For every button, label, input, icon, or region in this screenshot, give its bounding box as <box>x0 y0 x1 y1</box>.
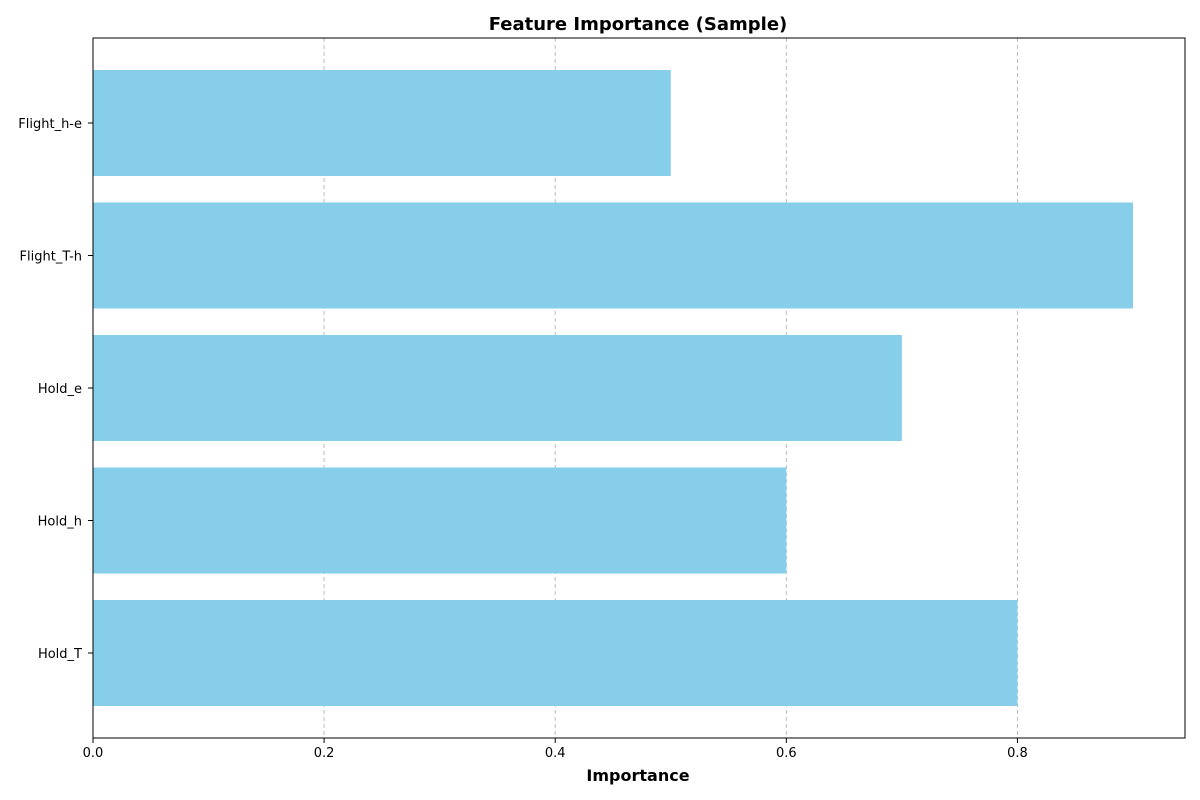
x-tick-label: 0.2 <box>314 746 335 761</box>
bar-layer <box>93 70 1133 706</box>
x-tick-label: 0.0 <box>83 746 104 761</box>
chart-title: Feature Importance (Sample) <box>489 14 788 35</box>
y-tick-label: Hold_T <box>38 647 82 662</box>
x-axis-label: Importance <box>586 766 689 785</box>
x-tick-label: 0.4 <box>545 746 566 761</box>
x-tick-label: 0.8 <box>1007 746 1028 761</box>
bar-hold-t <box>93 600 1018 706</box>
y-tick-layer: Hold_T Hold_h Hold_e Flight_T-h Flight_h-e <box>18 117 93 662</box>
y-tick-label: Flight_h-e <box>18 117 82 132</box>
x-tick-label: 0.6 <box>776 746 797 761</box>
x-tick-layer: 0.0 0.2 0.4 0.6 0.8 <box>83 738 1028 761</box>
y-tick-label: Hold_e <box>38 382 82 397</box>
y-tick-label: Hold_h <box>38 515 82 530</box>
bar-flight-h-e <box>93 70 671 176</box>
y-tick-label: Flight_T-h <box>20 250 82 265</box>
bar-hold-e <box>93 335 902 441</box>
bar-flight-t-h <box>93 202 1133 309</box>
bar-hold-h <box>93 467 787 574</box>
